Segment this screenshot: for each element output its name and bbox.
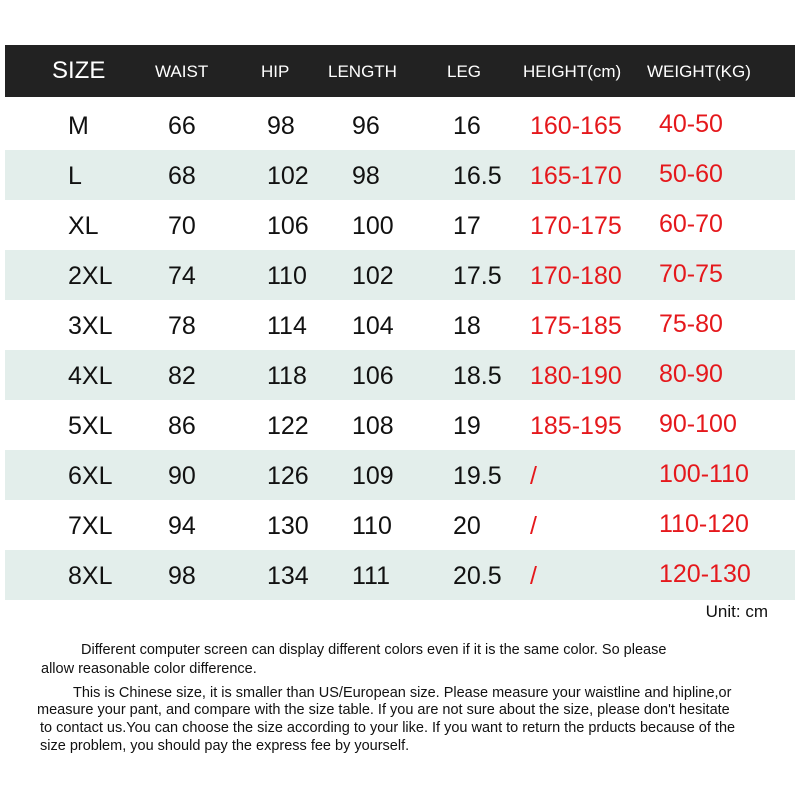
table-row: 6XL 90 126 109 19.5 / 100-110 [5, 450, 795, 500]
cell-length: 102 [352, 262, 394, 290]
cell-hip: 118 [267, 362, 307, 390]
cell-height: 170-180 [530, 262, 622, 290]
cell-height: / [530, 462, 537, 490]
table-row: L 68 102 98 16.5 165-170 50-60 [5, 150, 795, 200]
cell-length: 109 [352, 462, 394, 490]
cell-size: 5XL [68, 412, 113, 440]
cell-weight: 50-60 [659, 160, 723, 188]
cell-leg: 17 [453, 212, 481, 240]
cell-hip: 114 [267, 312, 307, 340]
cell-hip: 122 [267, 412, 309, 440]
cell-height: 180-190 [530, 362, 622, 390]
header-leg: LEG [447, 62, 482, 81]
header-length: LENGTH [328, 62, 397, 81]
cell-length: 104 [352, 312, 394, 340]
cell-height: / [530, 562, 537, 590]
cell-height: 165-170 [530, 162, 622, 190]
table-row: 8XL 98 134 111 20.5 / 120-130 [5, 550, 795, 600]
header-size: SIZE [52, 57, 106, 84]
cell-height: / [530, 512, 537, 540]
cell-length: 98 [352, 162, 380, 190]
table-row: 5XL 86 122 108 19 185-195 90-100 [5, 400, 795, 450]
cell-height: 175-185 [530, 312, 622, 340]
table-row: 4XL 82 118 106 18.5 180-190 80-90 [5, 350, 795, 400]
cell-weight: 70-75 [659, 260, 723, 288]
cell-leg: 17.5 [453, 262, 502, 290]
cell-leg: 18 [453, 312, 481, 340]
cell-waist: 82 [168, 362, 196, 390]
cell-leg: 18.5 [453, 362, 502, 390]
table-row: XL 70 106 100 17 170-175 60-70 [5, 200, 795, 250]
cell-weight: 90-100 [659, 410, 737, 438]
cell-weight: 60-70 [659, 210, 723, 238]
cell-weight: 120-130 [659, 560, 751, 588]
table-header: SIZE WAIST HIP LENGTH LEG HEIGHT(cm) WEIGHT(KG… [5, 45, 795, 97]
cell-leg: 19.5 [453, 462, 502, 490]
cell-size: 7XL [68, 512, 113, 540]
color-note-line: Different computer screen can display di… [81, 642, 667, 658]
table-row: 2XL 74 110 102 17.5 170-180 70-75 [5, 250, 795, 300]
cell-waist: 70 [168, 212, 196, 240]
cell-size: M [68, 112, 89, 140]
size-note-line: size problem, you should pay the express… [40, 738, 410, 754]
cell-waist: 98 [168, 562, 196, 590]
table-row: 3XL 78 114 104 18 175-185 75-80 [5, 300, 795, 350]
cell-size: L [68, 162, 82, 190]
cell-length: 110 [352, 512, 392, 540]
cell-waist: 86 [168, 412, 196, 440]
cell-weight: 110-120 [659, 510, 749, 538]
header-hip: HIP [261, 62, 290, 81]
cell-height: 185-195 [530, 412, 622, 440]
cell-hip: 102 [267, 162, 309, 190]
header-weight: WEIGHT(KG) [647, 62, 751, 81]
cell-length: 96 [352, 112, 380, 140]
cell-waist: 74 [168, 262, 196, 290]
cell-hip: 134 [267, 562, 309, 590]
table-row: 7XL 94 130 110 20 / 110-120 [5, 500, 795, 550]
size-note-line: measure your pant, and compare with the … [37, 702, 730, 718]
cell-leg: 20 [453, 512, 481, 540]
cell-leg: 20.5 [453, 562, 502, 590]
cell-weight: 40-50 [659, 110, 723, 138]
cell-leg: 16.5 [453, 162, 502, 190]
cell-hip: 106 [267, 212, 309, 240]
cell-hip: 98 [267, 112, 295, 140]
cell-size: 2XL [68, 262, 113, 290]
cell-height: 170-175 [530, 212, 622, 240]
cell-weight: 75-80 [659, 310, 723, 338]
cell-length: 111 [352, 562, 391, 590]
table-row: M 66 98 96 16 160-165 40-50 [5, 100, 795, 150]
cell-size: 4XL [68, 362, 113, 390]
cell-leg: 19 [453, 412, 481, 440]
cell-hip: 130 [267, 512, 309, 540]
cell-length: 100 [352, 212, 394, 240]
color-note-line: allow reasonable color difference. [41, 661, 257, 677]
cell-waist: 90 [168, 462, 196, 490]
cell-leg: 16 [453, 112, 481, 140]
cell-size: 3XL [68, 312, 113, 340]
size-note-line: to contact us.You can choose the size ac… [40, 720, 736, 736]
cell-hip: 126 [267, 462, 309, 490]
unit-label: Unit: cm [705, 602, 768, 621]
cell-waist: 68 [168, 162, 196, 190]
cell-weight: 80-90 [659, 360, 723, 388]
size-note-line: This is Chinese size, it is smaller than… [73, 685, 732, 701]
cell-length: 106 [352, 362, 394, 390]
cell-weight: 100-110 [659, 460, 749, 488]
cell-waist: 94 [168, 512, 196, 540]
cell-waist: 78 [168, 312, 196, 340]
cell-size: 6XL [68, 462, 113, 490]
cell-length: 108 [352, 412, 394, 440]
cell-size: 8XL [68, 562, 113, 590]
header-height: HEIGHT(cm) [523, 62, 622, 81]
cell-waist: 66 [168, 112, 196, 140]
cell-size: XL [68, 212, 99, 240]
cell-hip: 110 [267, 262, 307, 290]
header-waist: WAIST [155, 62, 209, 81]
cell-height: 160-165 [530, 112, 622, 140]
